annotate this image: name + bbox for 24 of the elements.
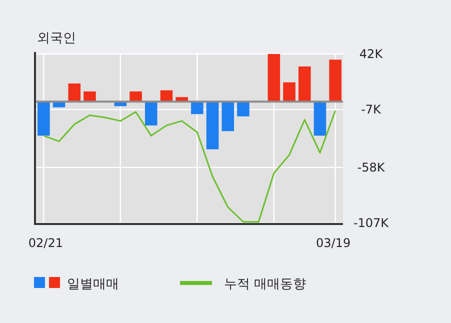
x-tick-label: 02/21 [28,236,63,250]
bar [283,82,296,102]
bar [329,60,342,102]
y-tick-label: 42K [359,47,384,61]
bar [298,66,311,102]
line-series [42,110,336,223]
bar [237,102,250,116]
bar [84,91,96,102]
y-tick-label: -107K [353,216,390,230]
bar [268,54,280,102]
bar [206,102,219,150]
legend-label: 누적 매매동향 [224,277,306,292]
bar [144,102,158,126]
bar [222,102,234,132]
y-tick-label: -7K [361,102,382,117]
x-tick-label: 03/19 [316,236,351,250]
bar [68,83,81,102]
bar [191,102,204,114]
bar [38,102,50,136]
legend-label: 일별매매 [67,277,119,292]
bar [130,91,142,102]
chart-title: 외국인 [37,31,76,46]
y-tick-label: -58K [357,160,386,174]
bar [314,102,326,136]
